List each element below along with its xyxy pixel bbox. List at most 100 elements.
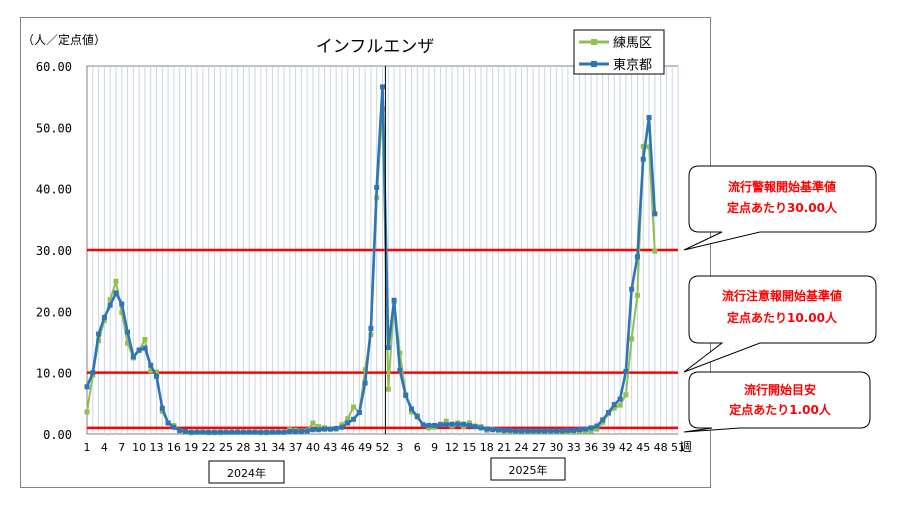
data-point-tokyo	[461, 421, 467, 427]
x-tick-label: 21	[497, 441, 511, 454]
data-point-tokyo	[652, 211, 658, 217]
x-tick-label: 7	[118, 441, 125, 454]
data-point-tokyo	[455, 421, 461, 427]
x-tick-label: 31	[254, 441, 268, 454]
x-tick-label: 40	[306, 441, 320, 454]
x-axis-unit-label: 週	[680, 440, 692, 454]
data-point-tokyo	[600, 417, 606, 423]
data-point-tokyo	[183, 429, 188, 435]
data-point-tokyo	[362, 380, 368, 386]
data-point-tokyo	[345, 420, 351, 426]
x-tick-label: 36	[584, 441, 598, 454]
legend-label-tokyo: 東京都	[613, 57, 652, 73]
data-point-tokyo	[432, 422, 438, 428]
data-point-tokyo	[119, 301, 125, 307]
year-2025-label: 2025年	[509, 463, 548, 477]
legend-marker-nerima	[591, 39, 597, 45]
data-point-tokyo	[414, 414, 420, 420]
data-point-tokyo	[136, 347, 142, 353]
data-point-tokyo	[281, 429, 287, 435]
data-point-tokyo	[594, 423, 600, 429]
year-2024-label: 2024年	[227, 466, 266, 480]
x-tick-label: 46	[341, 441, 355, 454]
data-point-tokyo	[397, 367, 403, 373]
x-tick-label: 24	[515, 441, 529, 454]
data-point-nerima	[443, 418, 449, 424]
data-point-tokyo	[530, 428, 536, 434]
data-point-tokyo	[264, 429, 270, 435]
y-tick-label: 0.00	[43, 428, 72, 442]
data-point-tokyo	[211, 429, 217, 435]
data-point-tokyo	[577, 427, 582, 433]
legend-box	[573, 29, 665, 75]
data-point-nerima	[588, 428, 594, 434]
callout-alarm-bubble	[683, 165, 877, 251]
x-tick-label: 25	[219, 441, 233, 454]
data-point-tokyo	[629, 286, 635, 292]
data-point-tokyo	[356, 410, 362, 416]
data-point-tokyo	[316, 427, 322, 433]
x-tick-label: 39	[601, 441, 615, 454]
x-tick-label: 34	[271, 441, 285, 454]
data-point-tokyo	[159, 405, 165, 411]
x-tick-label: 27	[532, 441, 546, 454]
data-point-tokyo	[333, 425, 339, 431]
data-point-tokyo	[188, 429, 194, 435]
data-point-tokyo	[96, 331, 102, 337]
data-point-tokyo	[229, 429, 235, 435]
data-point-tokyo	[154, 373, 160, 379]
data-point-tokyo	[640, 156, 646, 162]
data-point-tokyo	[235, 429, 241, 435]
y-tick-label: 30.00	[36, 244, 72, 258]
data-point-tokyo	[200, 429, 206, 435]
x-tick-label: 45	[636, 441, 650, 454]
axis-layer: 0.00 10.00 20.00 30.00 40.00 50.00 60.00 1 4 7 10 1…	[36, 60, 685, 454]
data-point-tokyo	[559, 428, 565, 434]
data-point-tokyo	[449, 421, 455, 427]
data-point-tokyo	[605, 410, 611, 416]
data-point-tokyo	[165, 420, 171, 426]
x-tick-label: 42	[619, 441, 633, 454]
data-point-tokyo	[495, 427, 501, 433]
data-point-tokyo	[293, 429, 299, 435]
callout-onset: 流行開始目安 定点あたり1.00人	[683, 371, 871, 433]
x-tick-label: 19	[184, 441, 198, 454]
x-tick-label: 37	[289, 441, 303, 454]
data-point-tokyo	[542, 428, 548, 434]
data-point-nerima	[397, 350, 403, 356]
data-point-tokyo	[623, 368, 629, 374]
data-point-tokyo	[339, 424, 345, 430]
data-point-tokyo	[84, 384, 90, 390]
x-tick-label: 30	[549, 441, 563, 454]
data-point-tokyo	[177, 427, 183, 433]
data-point-tokyo	[107, 302, 113, 308]
data-point-tokyo	[391, 297, 397, 303]
data-point-tokyo	[206, 429, 212, 435]
data-point-nerima	[646, 144, 652, 150]
legend: 練馬区 東京都	[573, 29, 665, 75]
y-tick-label: 20.00	[36, 305, 72, 319]
data-point-tokyo	[287, 429, 293, 435]
data-point-tokyo	[548, 428, 554, 434]
data-point-tokyo	[217, 429, 223, 435]
data-point-tokyo	[513, 428, 519, 434]
data-point-tokyo	[142, 345, 148, 351]
x-tick-label: 16	[167, 441, 181, 454]
data-point-nerima	[617, 402, 623, 408]
data-point-nerima	[316, 424, 322, 430]
data-point-tokyo	[478, 425, 484, 431]
data-point-tokyo	[385, 345, 391, 351]
callout-warning-bubble	[683, 275, 877, 373]
data-point-tokyo	[443, 422, 449, 428]
data-point-tokyo	[565, 427, 571, 433]
y-tick-label: 50.00	[36, 121, 72, 135]
data-point-tokyo	[466, 422, 472, 428]
data-point-tokyo	[258, 429, 264, 435]
data-point-nerima	[385, 386, 391, 392]
x-tick-label: 9	[431, 441, 438, 454]
data-point-tokyo	[519, 428, 525, 434]
data-point-tokyo	[634, 254, 640, 260]
x-tick-label: 33	[567, 441, 581, 454]
data-point-tokyo	[130, 354, 136, 360]
data-point-tokyo	[310, 427, 316, 433]
